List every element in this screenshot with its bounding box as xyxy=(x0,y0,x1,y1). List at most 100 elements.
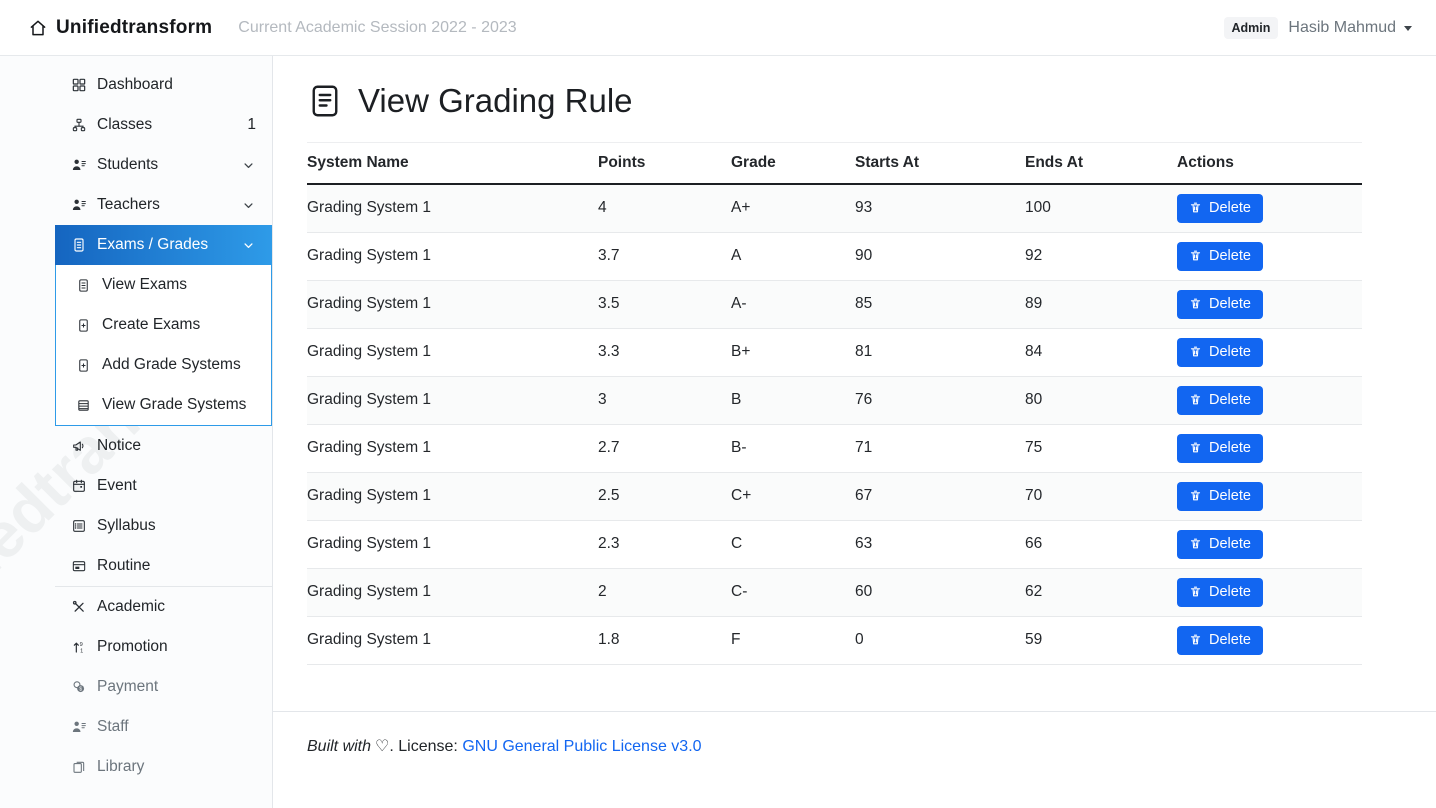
page-title: View Grading Rule xyxy=(358,82,633,119)
delete-button[interactable]: Delete xyxy=(1177,433,1263,463)
cell-grade: B- xyxy=(731,424,855,473)
submenu-item-create-exams[interactable]: Create Exams xyxy=(56,305,271,345)
cell-points: 3.3 xyxy=(598,328,731,377)
delete-button-label: Delete xyxy=(1209,199,1251,216)
delete-button-label: Delete xyxy=(1209,583,1251,600)
cell-points: 4 xyxy=(598,184,731,233)
footer-built-with-text: Built with xyxy=(307,737,372,755)
cell-grade: F xyxy=(731,616,855,665)
cell-points: 2.7 xyxy=(598,424,731,473)
delete-button[interactable]: Delete xyxy=(1177,577,1263,607)
sidebar-item-teachers[interactable]: Teachers xyxy=(55,185,272,225)
cell-grade: A- xyxy=(731,280,855,329)
col-header-points: Points xyxy=(598,142,731,185)
delete-button-label: Delete xyxy=(1209,343,1251,360)
sidebar-item-syllabus[interactable]: Syllabus xyxy=(55,506,272,546)
sidebar-item-promotion[interactable]: 9 1 Promotion xyxy=(55,627,272,667)
sidebar-item-academic[interactable]: Academic xyxy=(55,587,272,627)
delete-button[interactable]: Delete xyxy=(1177,385,1263,415)
submenu-item-add-grade-systems[interactable]: Add Grade Systems xyxy=(56,345,271,385)
footer-license-text: . License: xyxy=(389,737,458,755)
delete-button[interactable]: Delete xyxy=(1177,241,1263,271)
sidebar-item-event[interactable]: Event xyxy=(55,466,272,506)
table-row: Grading System 1 3 B 76 80 Delete xyxy=(307,376,1362,425)
staff-icon xyxy=(71,719,87,735)
delete-button[interactable]: Delete xyxy=(1177,193,1263,223)
table-icon xyxy=(76,398,92,413)
sidebar-item-notice[interactable]: Notice xyxy=(55,426,272,466)
cell-system-name: Grading System 1 xyxy=(307,328,598,377)
license-link[interactable]: GNU General Public License v3.0 xyxy=(462,737,702,755)
sidebar-item-library[interactable]: Library xyxy=(55,747,272,787)
sidebar-item-label: Syllabus xyxy=(97,517,156,534)
file-lines-icon xyxy=(76,278,92,293)
table-row: Grading System 1 3.5 A- 85 89 Delete xyxy=(307,280,1362,329)
footer: Built with ♡. License: GNU General Public… xyxy=(273,710,1436,780)
table-header-row: System Name Points Grade Starts At Ends … xyxy=(307,142,1362,185)
cell-grade: C+ xyxy=(731,472,855,521)
svg-text:$: $ xyxy=(79,686,82,692)
svg-text:9: 9 xyxy=(80,642,83,648)
sidebar-item-routine[interactable]: Routine xyxy=(55,546,272,586)
caret-down-icon xyxy=(1404,26,1412,31)
cell-actions: Delete xyxy=(1177,424,1362,473)
sidebar-item-payment[interactable]: $ Payment xyxy=(55,667,272,707)
cell-ends-at: 66 xyxy=(1025,520,1177,569)
cell-system-name: Grading System 1 xyxy=(307,472,598,521)
submenu-item-view-exams[interactable]: View Exams xyxy=(56,265,271,305)
sidebar-item-staff[interactable]: Staff xyxy=(55,707,272,747)
file-text-icon xyxy=(307,82,343,120)
delete-button-label: Delete xyxy=(1209,487,1251,504)
sidebar-item-dashboard[interactable]: Dashboard xyxy=(55,65,272,105)
trash-icon xyxy=(1189,441,1202,454)
calendar-icon xyxy=(71,478,87,494)
submenu-item-label: View Grade Systems xyxy=(102,396,247,413)
user-menu[interactable]: Hasib Mahmud xyxy=(1288,19,1412,37)
megaphone-icon xyxy=(71,438,87,454)
cell-starts-at: 85 xyxy=(855,280,1025,329)
cell-ends-at: 89 xyxy=(1025,280,1177,329)
delete-button[interactable]: Delete xyxy=(1177,529,1263,559)
dashboard-grid-icon xyxy=(71,77,87,93)
cell-system-name: Grading System 1 xyxy=(307,184,598,233)
brand-link[interactable]: Unifiedtransform xyxy=(28,17,212,39)
table-row: Grading System 1 3.7 A 90 92 Delete xyxy=(307,232,1362,281)
delete-button[interactable]: Delete xyxy=(1177,337,1263,367)
sidebar: Unifiedtransform Dashboard xyxy=(0,56,273,808)
delete-button[interactable]: Delete xyxy=(1177,625,1263,655)
cell-actions: Delete xyxy=(1177,568,1362,617)
sidebar-item-label: Event xyxy=(97,477,137,494)
tools-icon xyxy=(71,599,87,615)
table-row: Grading System 1 2.5 C+ 67 70 Delete xyxy=(307,472,1362,521)
cell-system-name: Grading System 1 xyxy=(307,280,598,329)
chevron-down-icon xyxy=(241,198,256,213)
cell-actions: Delete xyxy=(1177,520,1362,569)
cell-ends-at: 80 xyxy=(1025,376,1177,425)
cell-system-name: Grading System 1 xyxy=(307,568,598,617)
sidebar-item-label: Academic xyxy=(97,598,166,615)
submenu-item-view-grade-systems[interactable]: View Grade Systems xyxy=(56,385,271,425)
sidebar-item-label: Classes xyxy=(97,116,153,133)
cell-ends-at: 92 xyxy=(1025,232,1177,281)
trash-icon xyxy=(1189,297,1202,310)
cell-starts-at: 63 xyxy=(855,520,1025,569)
sort-numeric-icon: 9 1 xyxy=(71,639,87,655)
sidebar-item-classes[interactable]: Classes 1 xyxy=(55,105,272,145)
cell-ends-at: 59 xyxy=(1025,616,1177,665)
file-plus-icon xyxy=(76,358,92,373)
delete-button[interactable]: Delete xyxy=(1177,481,1263,511)
grading-rules-table: System Name Points Grade Starts At Ends … xyxy=(307,142,1362,665)
sidebar-item-label: Routine xyxy=(97,557,151,574)
brand-title: Unifiedtransform xyxy=(56,16,213,38)
teachers-icon xyxy=(71,197,87,213)
cell-system-name: Grading System 1 xyxy=(307,424,598,473)
sidebar-item-students[interactable]: Students xyxy=(55,145,272,185)
table-row: Grading System 1 3.3 B+ 81 84 Delete xyxy=(307,328,1362,377)
col-header-actions: Actions xyxy=(1177,142,1362,185)
delete-button-label: Delete xyxy=(1209,295,1251,312)
sidebar-item-exams-grades[interactable]: Exams / Grades xyxy=(55,225,272,265)
cell-points: 3.7 xyxy=(598,232,731,281)
cell-actions: Delete xyxy=(1177,376,1362,425)
submenu-item-label: Create Exams xyxy=(102,316,201,333)
delete-button[interactable]: Delete xyxy=(1177,289,1263,319)
